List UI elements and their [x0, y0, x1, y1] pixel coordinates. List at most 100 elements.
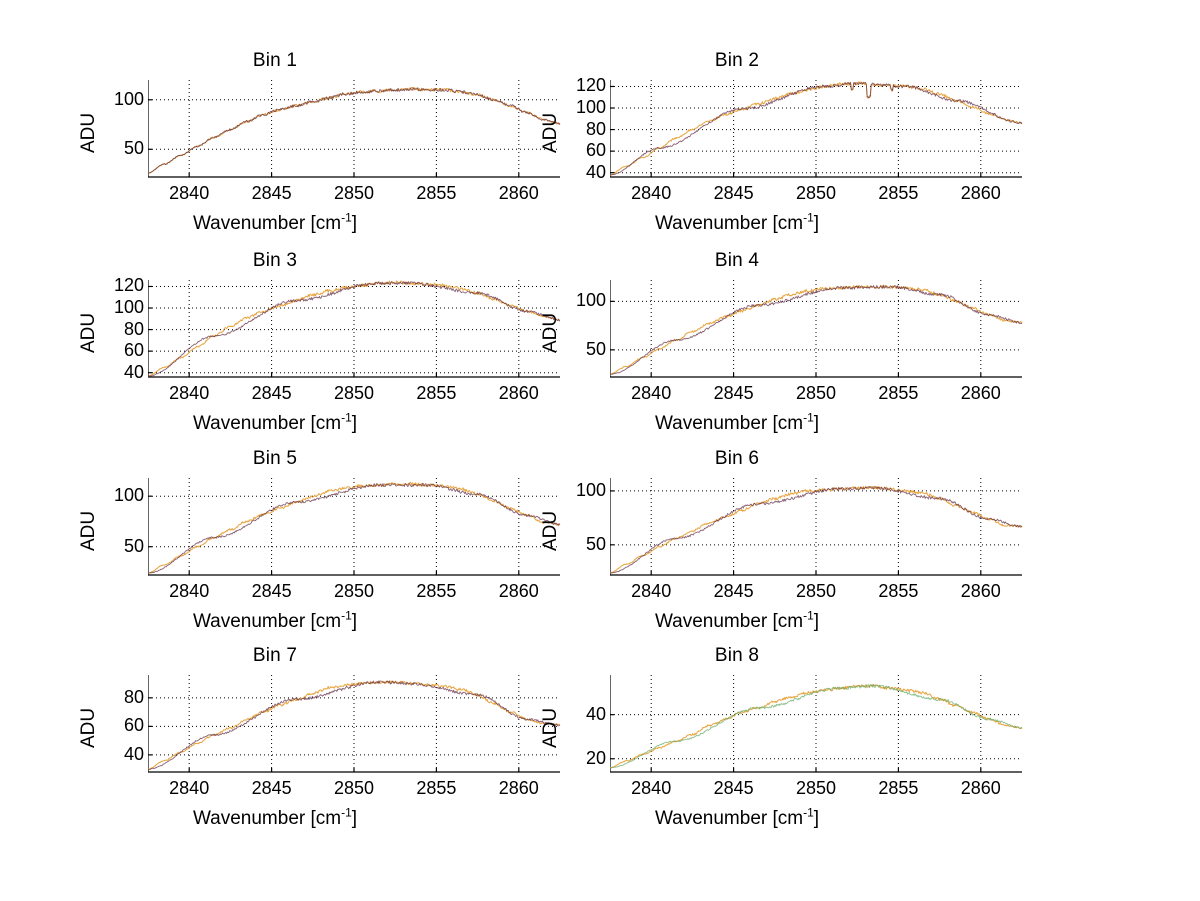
x-axis-label: Wavenumber [cm-1] — [462, 412, 1012, 435]
x-axis-label-superscript: -1 — [803, 805, 814, 820]
x-tick-label: 2855 — [416, 183, 457, 203]
y-tick-label: 40 — [585, 161, 606, 182]
subplot-bin-7: Bin 7 ADU 40 60 80 2840 2845 2850 2855 2860 Wavenu… — [0, 643, 561, 848]
y-tick-label: 50 — [585, 338, 606, 359]
x-axis-label-superscript: -1 — [803, 210, 814, 225]
y-tick-label: 120 — [113, 275, 144, 296]
x-axis-label-tail: ] — [351, 213, 358, 234]
x-tick-label: 2840 — [631, 183, 672, 203]
y-tick-label: 60 — [123, 340, 144, 361]
y-tick-label: 50 — [585, 533, 606, 554]
y-tick-label: 60 — [123, 715, 144, 736]
x-tick-label: 2840 — [169, 581, 210, 601]
x-tick-label: 2860 — [960, 183, 1001, 203]
x-axis-label-superscript: -1 — [803, 608, 814, 623]
x-axis-label-superscript: -1 — [341, 805, 352, 820]
data-trace-trace-dark — [148, 87, 561, 174]
x-tick-label: 2850 — [795, 383, 837, 403]
subplot-bin-6: Bin 6 ADU 50 100 2840 2845 2850 2855 2860 Wavenum… — [462, 446, 1023, 651]
x-tick-label: 2845 — [251, 581, 292, 601]
y-tick-label: 40 — [123, 743, 144, 764]
y-tick-label-group: 40 60 80 100 120 — [546, 75, 606, 181]
y-tick-label: 120 — [575, 75, 606, 96]
data-trace-trace-dark — [148, 680, 561, 770]
x-tick-label: 2850 — [333, 581, 375, 601]
x-axis-label-superscript: -1 — [341, 608, 352, 623]
x-axis-label-main: Wavenumber [cm — [192, 611, 342, 632]
y-tick-label-group: 40 60 80 100 120 — [84, 275, 144, 381]
data-trace-trace-orange — [610, 684, 1023, 769]
x-axis-label-main: Wavenumber [cm — [654, 611, 804, 632]
y-tick-label: 100 — [113, 485, 144, 506]
y-tick-label-group: 50 100 — [84, 478, 144, 575]
x-tick-label: 2840 — [631, 778, 672, 798]
subplot-bin-3: Bin 3 ADU 40 60 80 100 120 2840 2845 2850 2855 2860… — [0, 248, 561, 453]
subplot-title: Bin 2 — [714, 50, 760, 71]
plot-area — [610, 675, 1023, 773]
y-tick-label: 100 — [113, 88, 144, 109]
plot-area — [148, 675, 561, 773]
data-trace-trace-dark — [148, 483, 561, 574]
plot-area — [148, 280, 561, 378]
x-axis-label: Wavenumber [cm-1] — [462, 608, 1012, 633]
x-axis-label-superscript: -1 — [341, 410, 352, 425]
x-tick-label: 2855 — [878, 778, 919, 798]
subplot-bin-8: Bin 8 ADU 20 40 2840 2845 2850 2855 2860 Wavenumb… — [462, 643, 1023, 848]
x-axis-label: Wavenumber [cm-1] — [462, 210, 1012, 235]
y-tick-label: 100 — [575, 290, 606, 311]
x-axis-label-tail: ] — [813, 413, 820, 434]
data-trace-trace-dark — [610, 81, 1023, 176]
plot-box — [148, 478, 561, 576]
data-trace-trace-orange — [610, 485, 1023, 574]
x-axis-label-tail: ] — [351, 808, 358, 829]
subplot-title: Bin 8 — [714, 645, 760, 666]
y-tick-label: 50 — [123, 138, 144, 159]
x-axis-label-tail: ] — [351, 413, 358, 434]
x-tick-label: 2855 — [416, 581, 457, 601]
x-tick-label: 2860 — [498, 383, 539, 403]
x-tick-label: 2845 — [251, 183, 292, 203]
x-tick-label: 2840 — [169, 383, 210, 403]
plot-box — [148, 80, 561, 178]
y-tick-label: 40 — [123, 361, 144, 382]
subplot-bin-4: Bin 4 ADU 50 100 2840 2845 2850 2855 2860 Wavenum… — [462, 248, 1023, 453]
x-tick-label: 2840 — [169, 778, 210, 798]
y-tick-label-group: 50 100 — [84, 80, 144, 177]
x-tick-label: 2860 — [960, 778, 1001, 798]
plot-area — [610, 80, 1023, 178]
x-axis-label-main: Wavenumber [cm — [654, 808, 804, 829]
x-tick-label: 2860 — [498, 778, 539, 798]
x-tick-label: 2855 — [878, 383, 919, 403]
subplot-bin-5: Bin 5 ADU 50 100 2840 2845 2850 2855 2860 Wavenum… — [0, 446, 561, 651]
x-tick-label: 2855 — [416, 383, 457, 403]
subplot-title: Bin 1 — [252, 50, 298, 71]
x-axis-label-tail: ] — [813, 611, 820, 632]
plot-box — [610, 80, 1023, 178]
x-tick-label: 2845 — [713, 383, 754, 403]
x-axis-label-main: Wavenumber [cm — [654, 413, 804, 434]
x-tick-label: 2850 — [333, 183, 375, 203]
x-axis-label: Wavenumber [cm-1] — [0, 212, 550, 235]
subplot-bin-2: Bin 2 ADU 40 60 80 100 120 2840 2845 2850 2855 2860… — [462, 48, 1023, 253]
x-tick-label: 2855 — [878, 183, 919, 203]
y-tick-label: 40 — [585, 703, 606, 724]
x-tick-label: 2855 — [878, 581, 919, 601]
y-tick-label: 80 — [123, 686, 144, 707]
plot-area — [148, 478, 561, 576]
y-tick-label: 100 — [575, 97, 606, 118]
x-tick-label: 2840 — [631, 581, 672, 601]
y-tick-label-group: 40 60 80 — [84, 675, 144, 772]
x-axis-label-tail: ] — [351, 611, 358, 632]
x-tick-label: 2860 — [498, 581, 539, 601]
x-tick-label: 2860 — [498, 183, 539, 203]
y-tick-label: 80 — [123, 318, 144, 339]
plot-box — [610, 675, 1023, 773]
subplot-title: Bin 4 — [714, 250, 760, 271]
x-tick-label: 2845 — [251, 778, 292, 798]
y-tick-label: 50 — [123, 535, 144, 556]
x-tick-label: 2850 — [795, 778, 837, 798]
x-tick-label: 2850 — [333, 383, 375, 403]
x-axis-label: Wavenumber [cm-1] — [0, 608, 550, 633]
x-tick-label: 2850 — [795, 183, 837, 203]
